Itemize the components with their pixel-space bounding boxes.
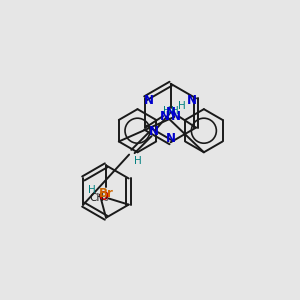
Text: N: N	[144, 94, 154, 107]
Text: N: N	[166, 106, 176, 119]
Text: H: H	[134, 156, 142, 166]
Text: CH₃: CH₃	[90, 194, 109, 203]
Text: N: N	[149, 125, 159, 138]
Text: H: H	[178, 101, 185, 111]
Text: Br: Br	[99, 187, 113, 200]
Text: N: N	[160, 110, 170, 123]
Text: H: H	[88, 185, 96, 195]
Text: N: N	[166, 132, 176, 145]
Text: H: H	[163, 106, 171, 116]
Text: N: N	[187, 94, 197, 107]
Text: H: H	[171, 106, 178, 116]
Text: O: O	[98, 190, 108, 203]
Text: N: N	[171, 110, 181, 123]
